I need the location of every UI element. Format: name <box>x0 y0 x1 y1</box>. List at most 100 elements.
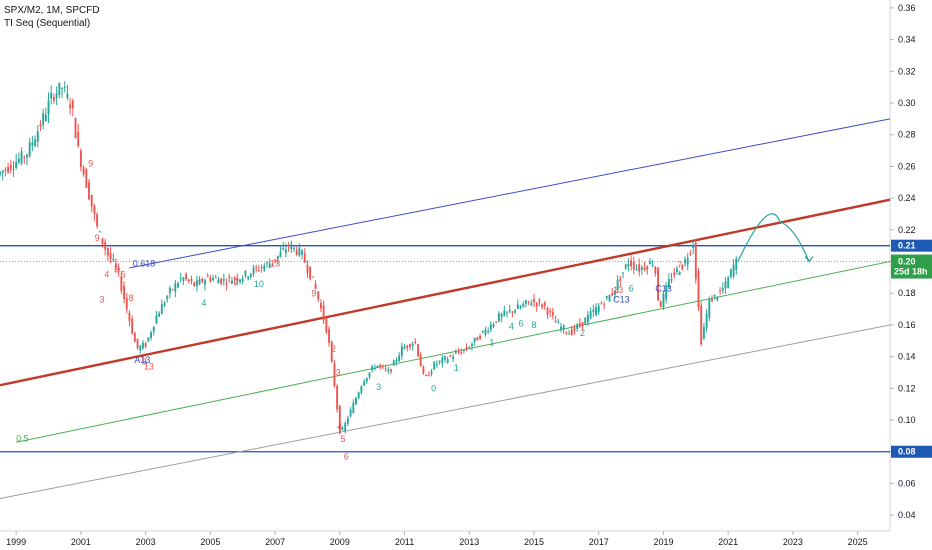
candle-body <box>497 313 500 322</box>
candle-body <box>284 249 287 253</box>
fib-level-label: 0.618 <box>133 258 156 268</box>
sequential-count-label: 2 <box>580 328 585 338</box>
candle-body <box>670 278 673 281</box>
candle-body <box>605 295 608 298</box>
candle-body <box>282 248 285 250</box>
candle-body <box>503 310 506 316</box>
candle-body <box>576 324 579 329</box>
candle-body <box>42 112 45 125</box>
candle-body <box>411 343 414 347</box>
candle-body <box>341 428 344 430</box>
candle-body <box>492 324 495 327</box>
candle-body <box>538 300 541 302</box>
candle-body <box>314 283 317 289</box>
candle-body <box>150 332 152 339</box>
candle-body <box>212 278 215 281</box>
candle-body <box>274 259 277 261</box>
candle-body <box>460 352 463 354</box>
candle-body <box>309 266 312 280</box>
candle-body <box>52 96 55 101</box>
candle-body <box>201 278 204 283</box>
candle-body <box>1 170 4 174</box>
chart-title: SPX/M2, 1M, SPCFD <box>4 5 100 16</box>
sequential-count-label: 10 <box>254 279 264 289</box>
sequential-count-label: 7 <box>677 260 682 270</box>
candle-body <box>357 392 360 399</box>
candle-body <box>168 288 171 293</box>
candle-body <box>675 268 678 272</box>
candle-body <box>179 277 182 279</box>
y-tick-label: 0.28 <box>898 130 916 140</box>
candle-body <box>112 258 115 260</box>
candle-body <box>177 283 179 288</box>
y-tick-label: 0.24 <box>898 193 916 203</box>
candle-body <box>708 298 711 318</box>
x-tick-label: 2013 <box>459 537 479 547</box>
candle-body <box>276 255 279 260</box>
candle-body <box>543 302 546 306</box>
candle-body <box>222 279 225 281</box>
candle-body <box>352 402 355 414</box>
x-tick-label: 2021 <box>718 537 738 547</box>
y-tick-label: 0.32 <box>898 66 916 76</box>
candle-body <box>519 306 522 309</box>
candle-body <box>681 264 684 270</box>
candle-body <box>96 214 99 227</box>
x-tick-label: 2005 <box>200 537 220 547</box>
candle-body <box>417 344 419 357</box>
sequential-count-label: 4 <box>509 322 514 332</box>
candle-body <box>128 312 131 322</box>
candle-body <box>549 310 552 313</box>
price-level-value: 0.21 <box>898 241 916 251</box>
y-tick-label: 0.12 <box>898 383 916 393</box>
candle-body <box>716 296 719 301</box>
candle-body <box>15 161 18 168</box>
candle-body <box>249 273 252 277</box>
y-tick-label: 0.06 <box>898 478 916 488</box>
candle-body <box>657 267 660 301</box>
candle-body <box>711 299 713 302</box>
candle-body <box>66 93 69 98</box>
candle-body <box>185 274 188 280</box>
candle-body <box>530 303 533 306</box>
trend-line-blue <box>129 118 891 269</box>
candle-body <box>686 257 689 265</box>
candle-body <box>152 326 155 332</box>
y-tick-label: 0.34 <box>898 35 916 45</box>
candle-body <box>158 313 161 317</box>
candle-body <box>193 282 196 287</box>
candle-body <box>729 269 732 277</box>
candle-body <box>684 259 686 264</box>
candle-body <box>330 341 333 363</box>
candle-body <box>328 328 330 343</box>
candle-body <box>233 277 236 280</box>
candle-body <box>217 279 220 284</box>
candle-body <box>268 263 271 268</box>
candle-body <box>514 310 517 313</box>
candle-body <box>635 269 638 271</box>
candle-body <box>260 267 263 269</box>
candle-body <box>487 330 490 332</box>
sequential-count-label: 3 <box>376 382 381 392</box>
trend-line-green <box>16 261 891 443</box>
candle-body <box>678 272 681 275</box>
sequential-count-label: 6 <box>629 284 634 294</box>
candle-body <box>109 252 112 259</box>
candle-body <box>457 351 460 353</box>
candle-body <box>554 320 557 323</box>
candle-body <box>190 278 193 282</box>
candle-body <box>662 294 665 308</box>
sequential-count-label: 9 <box>88 158 93 168</box>
candle-body <box>705 313 708 328</box>
candle-body <box>541 304 544 308</box>
candle-countdown: 25d 18h <box>894 267 928 277</box>
y-tick-label: 0.30 <box>898 98 916 108</box>
candle-body <box>462 349 465 351</box>
candle-body <box>290 244 293 249</box>
candle-body <box>500 313 503 318</box>
y-tick-label: 0.16 <box>898 320 916 330</box>
x-tick-label: 2025 <box>848 537 868 547</box>
candle-body <box>392 360 395 366</box>
candle-body <box>306 265 309 273</box>
